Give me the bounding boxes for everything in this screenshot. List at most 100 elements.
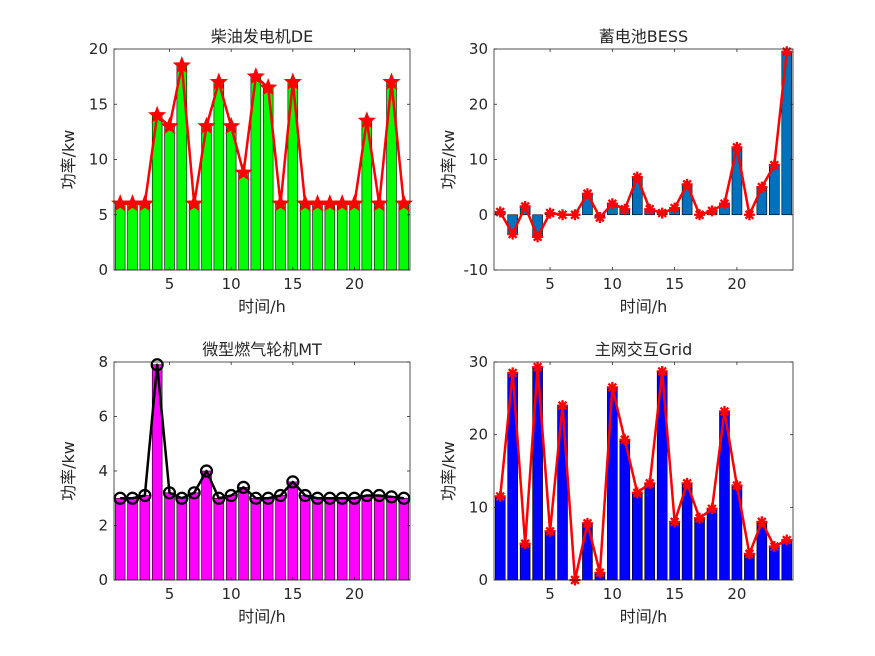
bar [582,523,593,581]
x-tick-label: 5 [165,585,175,603]
data-point-marker [494,206,506,218]
bar [188,492,200,581]
x-tick-label: 15 [665,585,684,603]
y-tick-label: 0 [98,261,108,279]
data-point-marker [360,488,374,503]
bar [312,203,323,271]
data-point-marker [557,400,569,412]
data-point-marker [494,490,506,502]
y-tick-label: 10 [469,151,488,169]
data-point-marker [781,534,793,546]
y-tick-label: 20 [469,426,488,444]
data-point-marker [768,541,780,553]
data-point-marker [135,194,154,212]
y-tick-label: 30 [469,353,488,371]
data-point-marker [310,491,325,505]
chart-panel-1: 0 5 10 15 20 5 10 15 20 柴油发电机DE 时间/h 功率/kw [59,27,413,316]
data-point-marker [357,111,376,129]
data-point-marker [569,209,581,221]
x-tick-label: 20 [727,275,746,293]
x-tick-label: 5 [545,585,555,603]
data-point-marker [162,486,177,500]
data-point-marker [594,212,606,224]
data-point-marker [298,488,312,503]
data-point-marker [644,477,656,489]
bar [361,495,373,581]
data-point-marker [370,194,389,212]
data-point-marker [619,434,631,446]
data-point-marker [718,405,730,417]
bar [386,496,397,581]
bar [631,492,643,581]
bar [238,487,249,581]
data-point-marker [175,491,189,505]
bar [336,203,348,271]
data-point-marker [209,72,228,90]
bar [706,508,718,581]
data-point-marker [372,488,386,503]
data-point-marker [606,198,618,210]
bar [398,497,410,581]
bar [336,497,348,581]
data-point-marker [743,548,755,560]
bar [349,203,360,271]
bar [188,203,200,271]
data-point-marker [706,205,718,217]
data-point-marker [644,203,656,215]
bar [299,495,311,581]
data-point-marker [187,486,201,500]
data-point-marker [148,105,167,124]
data-point-marker [731,141,743,153]
bar [114,497,126,581]
data-point-marker [185,194,204,212]
chart-title: 主网交互Grid [595,340,693,359]
chart-panel-4: 0 10 20 30 5 10 15 20 主网交互Grid 时间/h 功率/kw [439,340,794,626]
x-tick-label: 5 [545,275,555,293]
data-point-marker [172,55,191,74]
data-point-marker [507,367,519,379]
data-point-marker [212,491,226,505]
bar [324,497,336,581]
data-point-marker [199,464,214,478]
data-point-marker [756,181,768,193]
data-point-marker [197,116,216,135]
data-point-marker [507,228,519,240]
data-point-marker [581,188,593,200]
bar [607,387,618,581]
bar [694,517,705,581]
data-point-marker [286,475,300,489]
bar [312,497,323,581]
chart-panel-2: -10 0 10 20 30 5 10 15 20 蓄电池BESS 时间/h 功率/kw [439,27,794,316]
data-point-marker [631,487,643,499]
bar [164,126,175,271]
x-axis-label: 时间/h [620,297,668,316]
data-point-marker [222,116,241,135]
data-point-marker [347,491,362,505]
y-tick-label: 30 [469,40,488,58]
bar [349,497,360,581]
plot-area [494,49,793,270]
data-point-marker [335,491,349,505]
plot-area [114,362,410,580]
data-point-marker [138,488,152,503]
y-axis-label: 功率/kw [439,130,458,190]
data-point-marker [743,209,755,221]
data-point-marker [345,194,364,212]
data-point-marker [519,200,531,212]
chart-title: 微型燃气轮机MT [202,340,322,359]
data-point-marker [768,159,780,171]
bar [373,203,385,271]
data-point-marker [234,163,253,181]
x-tick-label: 15 [283,585,302,603]
bar [494,496,506,581]
y-tick-label: 0 [478,206,488,224]
series-line [499,51,789,239]
bar [644,483,656,581]
data-point-marker [249,491,263,505]
data-point-marker [557,209,569,221]
chart-title: 柴油发电机DE [211,27,313,46]
data-point-marker [681,178,693,190]
bar [127,497,138,581]
series-line [498,365,788,582]
